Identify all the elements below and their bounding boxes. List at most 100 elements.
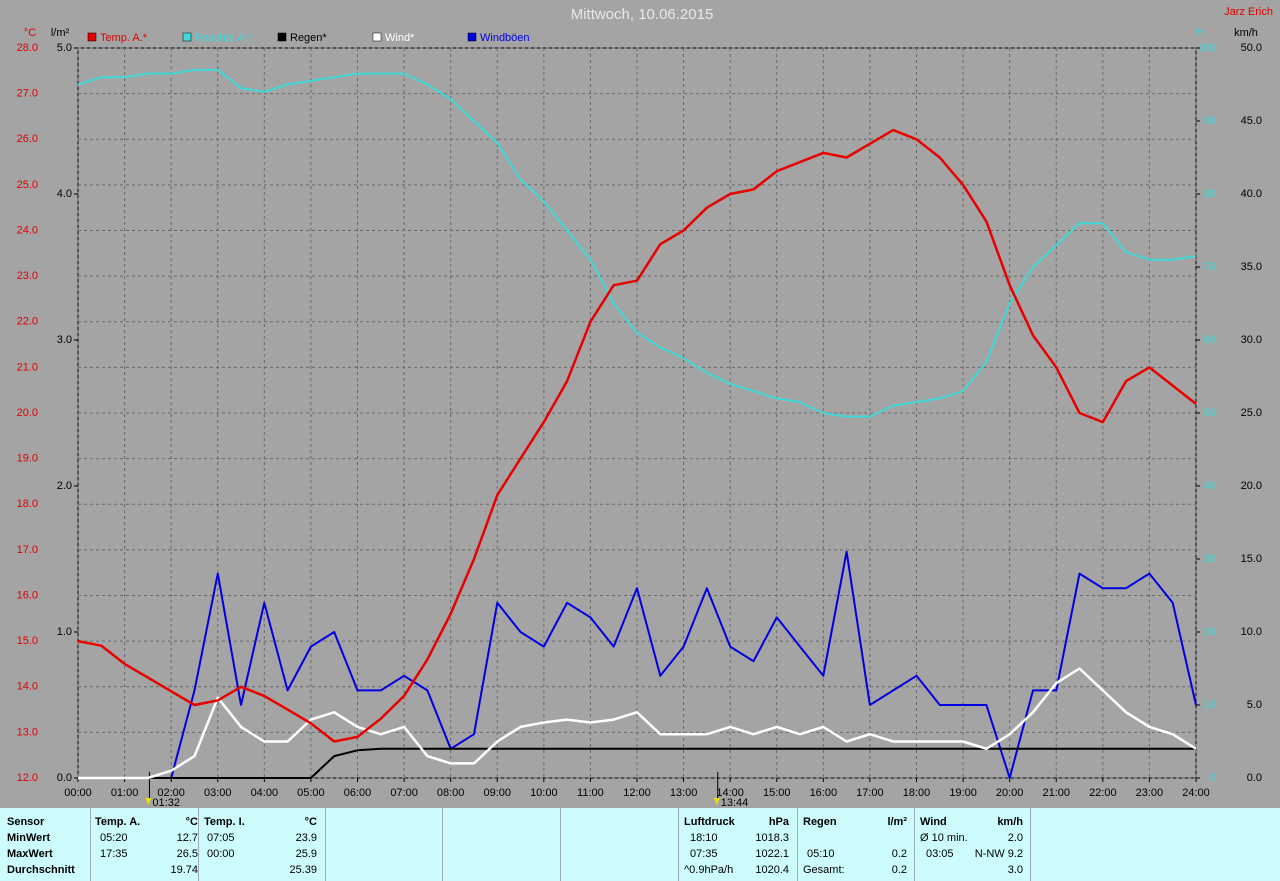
y-tick-label: 20.0 bbox=[17, 407, 38, 419]
x-tick-label: 16:00 bbox=[810, 787, 838, 799]
cell: ^0.9hPa/h bbox=[684, 864, 734, 876]
cell: 1022.1 bbox=[755, 848, 789, 860]
legend-label: Temp. A.* bbox=[100, 32, 148, 44]
temp-unit: °C bbox=[24, 27, 36, 39]
rain-tick-label: 4.0 bbox=[57, 188, 72, 200]
header: Sensor bbox=[7, 816, 45, 828]
legend-swatch bbox=[467, 32, 477, 42]
x-tick-label: 21:00 bbox=[1042, 787, 1070, 799]
legend-label: Regen* bbox=[290, 32, 327, 44]
legend-label: Windböen bbox=[480, 32, 530, 44]
y-tick-label: 26.0 bbox=[17, 133, 38, 145]
separator bbox=[198, 808, 199, 881]
header: hPa bbox=[768, 816, 789, 828]
header: °C bbox=[185, 816, 198, 828]
cell: 17:35 bbox=[100, 848, 128, 860]
cell: 3.0 bbox=[1007, 864, 1023, 876]
x-tick-label: 17:00 bbox=[856, 787, 884, 799]
humidity-tick-label: 0 bbox=[1210, 772, 1216, 784]
humidity-tick-label: 90 bbox=[1204, 115, 1216, 127]
series-line bbox=[77, 128, 1197, 743]
x-tick-label: 24:00 bbox=[1182, 787, 1210, 799]
x-tick-label: 23:00 bbox=[1136, 787, 1164, 799]
y-tick-label: 28.0 bbox=[17, 42, 38, 54]
cell: 03:05 bbox=[926, 848, 954, 860]
separator bbox=[1030, 808, 1031, 881]
x-tick-label: 09:00 bbox=[483, 787, 511, 799]
x-tick-label: 14:00 bbox=[716, 787, 744, 799]
x-tick-label: 00:00 bbox=[64, 787, 92, 799]
y-tick-label: 19.0 bbox=[17, 453, 38, 465]
y-tick-label: 22.0 bbox=[17, 316, 38, 328]
cell: N-NW 9.2 bbox=[974, 848, 1023, 860]
x-tick-label: 20:00 bbox=[996, 787, 1024, 799]
cell: 1018.3 bbox=[755, 832, 789, 844]
header: °C bbox=[304, 816, 317, 828]
author: Jarz Erich bbox=[1224, 6, 1273, 18]
x-tick-label: 22:00 bbox=[1089, 787, 1117, 799]
separator bbox=[797, 808, 798, 881]
wind-tick-label: 10.0 bbox=[1241, 626, 1262, 638]
cell: 12.7 bbox=[176, 832, 198, 844]
x-tick-label: 02:00 bbox=[157, 787, 185, 799]
wind-tick-label: 20.0 bbox=[1241, 480, 1262, 492]
wind-tick-label: 15.0 bbox=[1241, 553, 1262, 565]
cell: 1020.4 bbox=[755, 864, 789, 876]
x-tick-label: 05:00 bbox=[297, 787, 325, 799]
wind-tick-label: 25.0 bbox=[1241, 407, 1262, 419]
humidity-tick-label: 80 bbox=[1204, 188, 1216, 200]
wind-unit: km/h bbox=[1234, 27, 1258, 39]
y-tick-label: 23.0 bbox=[17, 270, 38, 282]
row-label: Durchschnitt bbox=[7, 864, 75, 876]
separator bbox=[90, 808, 91, 881]
row-label: MaxWert bbox=[7, 848, 53, 860]
series-line bbox=[78, 667, 1197, 780]
cell: 0.2 bbox=[891, 864, 907, 876]
x-tick-label: 10:00 bbox=[530, 787, 558, 799]
cell: Ø 10 min. bbox=[920, 832, 968, 844]
cell: 05:10 bbox=[807, 848, 835, 860]
cell: 2.0 bbox=[1007, 832, 1023, 844]
cell: 25.9 bbox=[295, 848, 317, 860]
cell: 00:00 bbox=[207, 848, 235, 860]
cell: 23.9 bbox=[295, 832, 317, 844]
wind-tick-label: 35.0 bbox=[1241, 261, 1262, 273]
legend-label: Feuchte A.* bbox=[195, 32, 253, 44]
rain-tick-label: 0.0 bbox=[57, 772, 72, 784]
legend-label: Wind* bbox=[385, 32, 415, 44]
cell: 19.74 bbox=[170, 864, 198, 876]
x-tick-label: 15:00 bbox=[763, 787, 791, 799]
cell: 25.39 bbox=[289, 864, 317, 876]
header: km/h bbox=[997, 816, 1023, 828]
cell: 26.5 bbox=[176, 848, 198, 860]
cell: Gesamt: bbox=[803, 864, 845, 876]
series-line bbox=[77, 68, 1197, 418]
humidity-unit: % bbox=[1195, 27, 1205, 39]
legend-swatch bbox=[87, 32, 97, 42]
x-tick-label: 12:00 bbox=[623, 787, 651, 799]
marker-icon bbox=[713, 798, 720, 805]
header: Luftdruck bbox=[684, 816, 735, 828]
marker-label: 13:44 bbox=[721, 797, 749, 808]
wind-tick-label: 5.0 bbox=[1247, 699, 1262, 711]
humidity-tick-label: 40 bbox=[1204, 480, 1216, 492]
humidity-tick-label: 100 bbox=[1198, 42, 1216, 54]
legend-swatch bbox=[372, 32, 382, 42]
rain-tick-label: 2.0 bbox=[57, 480, 72, 492]
header: l/m² bbox=[887, 816, 907, 828]
separator bbox=[442, 808, 443, 881]
chart: Mittwoch, 10.06.2015 Jarz Erich °C l/m² … bbox=[17, 6, 1273, 808]
x-tick-label: 19:00 bbox=[949, 787, 977, 799]
y-tick-label: 21.0 bbox=[17, 361, 38, 373]
cell: 18:10 bbox=[690, 832, 718, 844]
marker-label: 01:32 bbox=[152, 797, 180, 808]
cell: 0.2 bbox=[891, 848, 907, 860]
chart-title: Mittwoch, 10.06.2015 bbox=[571, 6, 714, 23]
header: Regen bbox=[803, 816, 837, 828]
series-line bbox=[78, 550, 1197, 779]
rain-tick-label: 3.0 bbox=[57, 334, 72, 346]
y-tick-label: 24.0 bbox=[17, 224, 38, 236]
wind-tick-label: 0.0 bbox=[1247, 772, 1262, 784]
humidity-tick-label: 50 bbox=[1204, 407, 1216, 419]
